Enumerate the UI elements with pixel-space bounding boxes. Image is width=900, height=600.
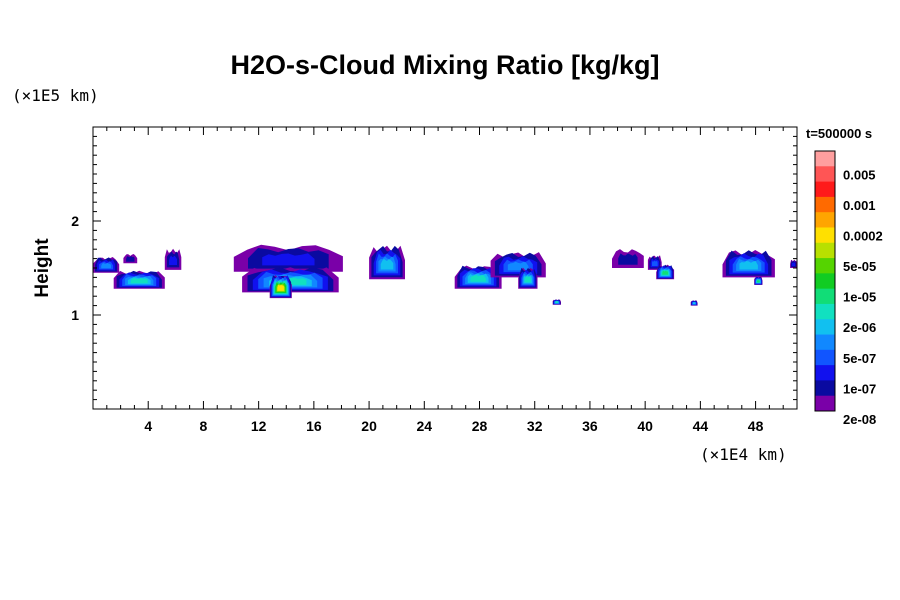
colorbar-swatch (815, 380, 835, 397)
cloud-region (369, 245, 405, 280)
cloud-contour (791, 262, 796, 266)
cloud-region (454, 265, 502, 289)
cloud-region (490, 252, 546, 278)
x-tick-label: 8 (200, 418, 208, 434)
x-tick-label: 44 (693, 418, 709, 434)
x-tick-label: 48 (748, 418, 764, 434)
cloud-contour (277, 284, 284, 291)
cloud-region (754, 276, 763, 285)
x-tick-label: 36 (582, 418, 598, 434)
colorbar: 0.005 0.001 0.0002 5e-05 1e-05 2e-06 5e-07 1e-0… (814, 150, 883, 427)
x-tick-label: 40 (637, 418, 653, 434)
y-axis-label: Height (32, 238, 53, 298)
cloud-contour (524, 276, 531, 283)
x-tick-label: 12 (251, 418, 267, 434)
cloud-contour (618, 253, 638, 265)
colorbar-label: 5e-05 (843, 259, 876, 274)
cloud-region (164, 248, 182, 270)
cloud-region (722, 250, 775, 278)
y-axis-unit: (×1E5 km) (12, 86, 99, 105)
cloud-region (269, 275, 292, 299)
y-tick-label: 1 (71, 307, 79, 323)
cloud-contour (739, 261, 758, 270)
colorbar-swatch (815, 303, 835, 320)
cloud-region (123, 254, 138, 264)
colorbar-swatch (815, 212, 835, 228)
cloud-region (93, 257, 120, 273)
cloud-contour (101, 262, 111, 269)
colorbar-label: 0.001 (843, 198, 876, 213)
cloud-contour (757, 280, 760, 283)
colorbar-swatch (815, 288, 835, 305)
colorbar-label: 0.0002 (843, 229, 883, 244)
cloud-region (518, 267, 538, 289)
colorbar-swatch (815, 319, 835, 335)
x-tick-label: 24 (417, 418, 433, 434)
cloud-contour (262, 253, 315, 266)
y-axis: 12 (71, 135, 797, 401)
cloud-region (233, 244, 343, 272)
colorbar-swatch (815, 334, 835, 351)
cloud-contour (555, 300, 559, 304)
y-tick-label: 2 (71, 213, 79, 229)
x-tick-label: 16 (306, 418, 322, 434)
x-tick-label: 32 (527, 418, 543, 434)
time-label: t=500000 s (806, 126, 872, 141)
cloud-field (93, 244, 797, 306)
cloud-contour (693, 301, 696, 305)
colorbar-swatch (815, 166, 835, 182)
cloud-contour (169, 255, 177, 265)
colorbar-swatch (815, 365, 835, 381)
colorbar-swatch (815, 196, 835, 213)
cloud-contour (652, 260, 658, 266)
colorbar-frame (814, 150, 836, 412)
x-tick-label: 4 (144, 418, 152, 434)
cloud-contour (662, 270, 668, 275)
colorbar-swatch (815, 273, 835, 290)
plot-axes (92, 126, 798, 410)
cloud-contour (130, 278, 148, 284)
cloud-region (552, 299, 561, 305)
cloud-contour (470, 274, 486, 282)
colorbar-swatch (815, 227, 835, 244)
x-axis-unit: (×1E4 km) (700, 445, 787, 464)
colorbar-label: 2e-06 (843, 320, 876, 335)
colorbar-swatch (815, 151, 835, 167)
x-axis: 4 8 12 16 20 24 28 32 36 40 44 48 (106, 127, 798, 434)
plot-frame (92, 126, 798, 410)
colorbar-swatch (815, 395, 835, 412)
colorbar-label: 2e-08 (843, 412, 876, 427)
colorbar-swatch (815, 242, 835, 259)
chart-title: H2O-s-Cloud Mixing Ratio [kg/kg] (231, 50, 660, 80)
cloud-region (690, 300, 698, 306)
colorbar-label: 0.005 (843, 167, 876, 182)
x-tick-label: 20 (361, 418, 377, 434)
cloud-region (113, 270, 165, 289)
colorbar-label: 1e-07 (843, 381, 876, 396)
cloud-region (612, 249, 644, 268)
cloud-contour (380, 258, 394, 270)
colorbar-swatch (815, 181, 835, 198)
colorbar-swatch (815, 349, 835, 366)
x-tick-label: 28 (472, 418, 488, 434)
cloud-region (790, 259, 797, 268)
colorbar-swatch (815, 258, 835, 274)
colorbar-label: 1e-05 (843, 290, 876, 305)
colorbar-label: 5e-07 (843, 351, 876, 366)
cloud-region (656, 264, 675, 280)
cloud-contour (126, 256, 135, 262)
cloud-region (647, 255, 662, 270)
